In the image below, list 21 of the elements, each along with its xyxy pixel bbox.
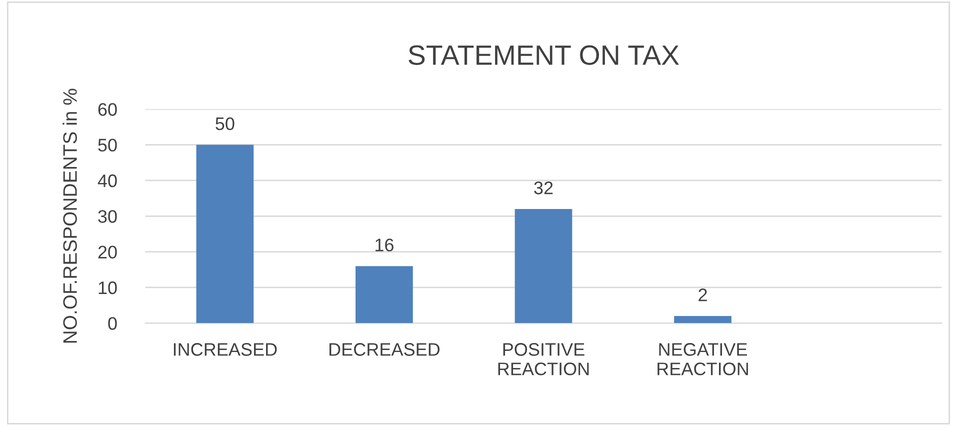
- data-label: 2: [698, 288, 707, 302]
- y-tick-label: 10: [98, 281, 117, 294]
- x-tick-label: DECREASED: [330, 343, 440, 356]
- bar: [514, 209, 572, 324]
- x-tick-label: INCREASED: [174, 343, 277, 356]
- y-tick-label: 0: [108, 317, 117, 330]
- data-label: 16: [376, 238, 394, 252]
- bar: [674, 316, 732, 324]
- data-label: 32: [534, 182, 553, 194]
- chart-title: STATEMENT ON TAX: [408, 45, 680, 65]
- y-axis-title: NO.OF.RESPONDENTS in %: [62, 88, 77, 343]
- x-tick-label: POSITIVE REACTION: [498, 343, 589, 376]
- data-label: 50: [216, 117, 234, 130]
- y-tick-label: 50: [98, 138, 117, 152]
- bar: [356, 266, 413, 324]
- y-tick-label: 30: [98, 210, 117, 223]
- y-tick-label: 60: [98, 103, 117, 116]
- y-tick-label: 40: [98, 174, 117, 188]
- bar: [196, 144, 254, 324]
- x-tick-label: NEGATIVE REACTION: [658, 343, 748, 376]
- y-tick-label: 20: [98, 246, 117, 259]
